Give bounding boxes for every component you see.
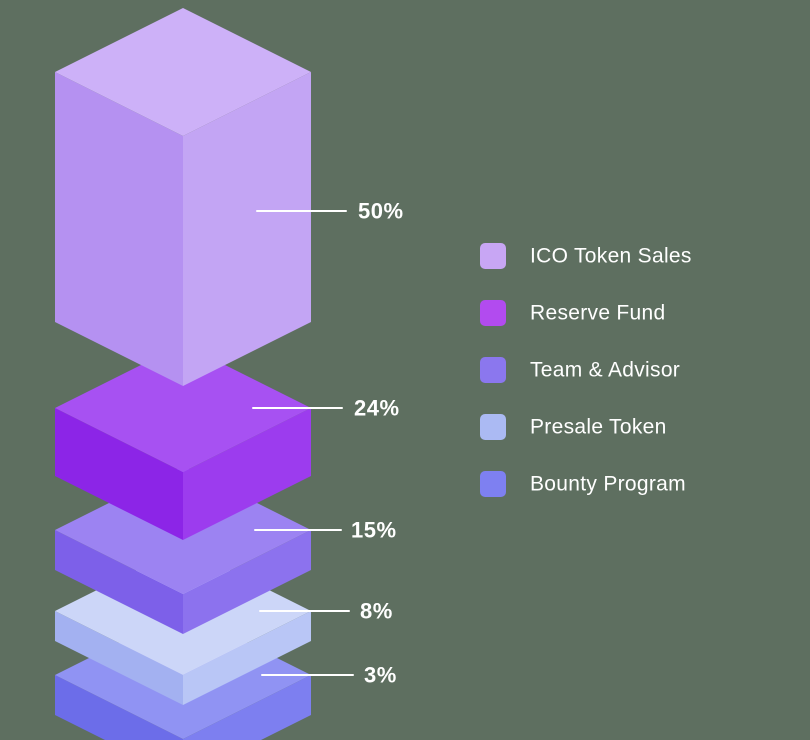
legend-swatch-ico-token-sales bbox=[480, 243, 506, 269]
reserve-fund-right-face bbox=[183, 408, 311, 540]
legend-item-bounty-program: Bounty Program bbox=[480, 471, 686, 497]
legend-swatch-team-advisor bbox=[480, 357, 506, 383]
legend-item-presale-token: Presale Token bbox=[480, 414, 667, 440]
legend: ICO Token Sales Reserve Fund Team & Advi… bbox=[480, 243, 692, 497]
legend-label-ico-token-sales: ICO Token Sales bbox=[530, 245, 692, 268]
legend-swatch-reserve-fund bbox=[480, 300, 506, 326]
team-advisor-right-face bbox=[183, 530, 311, 634]
presale-token-left-face bbox=[55, 611, 183, 705]
ico-token-sales-right-face bbox=[183, 72, 311, 386]
legend-label-presale-token: Presale Token bbox=[530, 416, 667, 439]
percent-label-reserve-fund: 24% bbox=[354, 396, 400, 421]
legend-swatch-presale-token bbox=[480, 414, 506, 440]
percent-label-presale-token: 8% bbox=[360, 599, 393, 624]
ico-token-sales-top-face bbox=[55, 8, 311, 136]
percent-label-ico-token-sales: 50% bbox=[358, 199, 404, 224]
legend-label-team-advisor: Team & Advisor bbox=[530, 359, 680, 382]
legend-item-ico-token-sales: ICO Token Sales bbox=[480, 243, 692, 269]
percent-label-bounty-program: 3% bbox=[364, 663, 397, 688]
ico-token-sales-left-face bbox=[55, 72, 183, 386]
presale-token-right-face bbox=[183, 611, 311, 705]
legend-item-team-advisor: Team & Advisor bbox=[480, 357, 680, 383]
legend-swatch-bounty-program bbox=[480, 471, 506, 497]
callouts: 50% 24% 15% 8% 3% bbox=[252, 199, 404, 688]
legend-item-reserve-fund: Reserve Fund bbox=[480, 300, 666, 326]
legend-label-bounty-program: Bounty Program bbox=[530, 473, 686, 496]
segment-ico-token-sales bbox=[55, 8, 311, 386]
team-advisor-left-face bbox=[55, 530, 183, 634]
segment-reserve-fund bbox=[55, 344, 311, 540]
legend-label-reserve-fund: Reserve Fund bbox=[530, 302, 666, 325]
bounty-program-left-face bbox=[55, 675, 183, 740]
reserve-fund-top-face bbox=[55, 344, 311, 472]
reserve-fund-left-face bbox=[55, 408, 183, 540]
bounty-program-right-face bbox=[183, 675, 311, 740]
percent-label-team-advisor: 15% bbox=[351, 518, 397, 543]
